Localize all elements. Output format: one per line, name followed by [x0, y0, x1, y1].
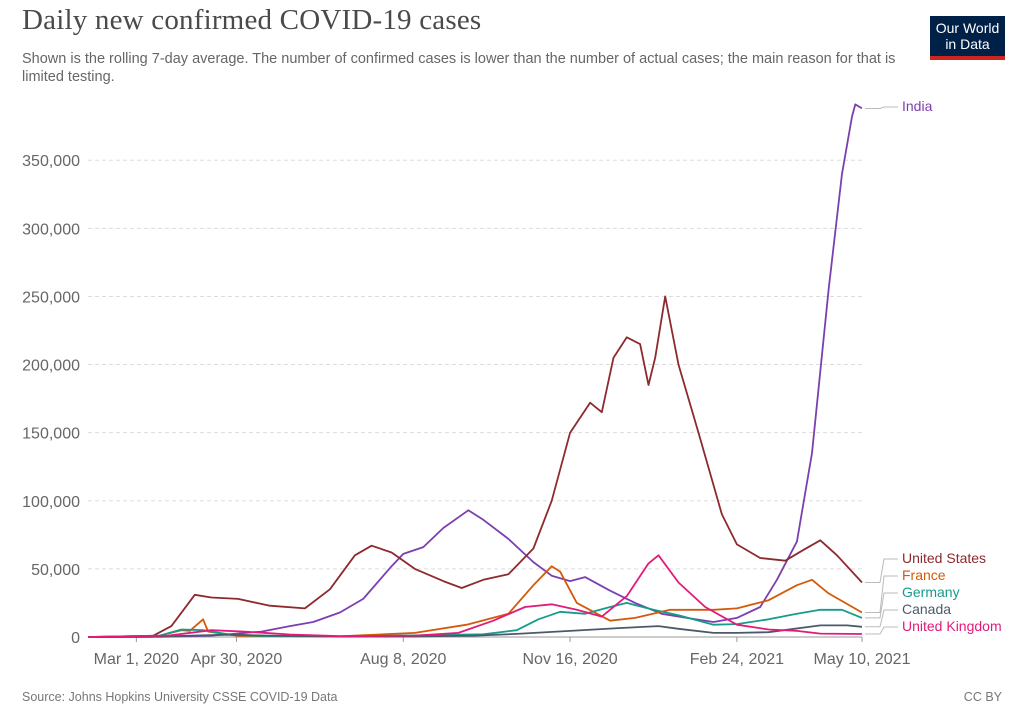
series-line[interactable]	[87, 103, 863, 638]
gridlines	[88, 159, 862, 638]
x-tick-label: Feb 24, 2021	[690, 651, 784, 668]
y-tick-label: 50,000	[31, 562, 80, 579]
y-tick-label: 200,000	[22, 358, 80, 375]
y-tick-label: 150,000	[22, 426, 80, 443]
chart-subtitle: Shown is the rolling 7-day average. The …	[22, 51, 896, 85]
x-tick-label: May 10, 2021	[814, 651, 911, 668]
series-line[interactable]	[87, 565, 863, 638]
label-connector	[865, 106, 898, 109]
label-connector	[865, 592, 898, 619]
y-tick-label: 350,000	[22, 153, 80, 170]
series-label[interactable]: United States	[902, 550, 986, 566]
series-label[interactable]: Germany	[902, 584, 960, 600]
series-line[interactable]	[87, 554, 863, 638]
y-tick-label: 0	[71, 630, 80, 647]
x-tick-label: Apr 30, 2020	[191, 651, 283, 668]
series-label[interactable]: Canada	[902, 601, 951, 617]
label-connector	[865, 575, 898, 613]
owid-logo[interactable]: Our World in Data	[930, 16, 1005, 60]
series-line[interactable]	[87, 602, 863, 638]
license-note[interactable]: CC BY	[963, 690, 1002, 704]
label-connector	[865, 626, 898, 635]
chart-title: Daily new confirmed COVID-19 cases	[22, 4, 482, 36]
series-lines	[87, 103, 863, 638]
series-labels: India United StatesFranceGermanyCanadaUni…	[865, 98, 1002, 635]
y-tick-label: 100,000	[22, 494, 80, 511]
logo-line-1: Our World	[935, 20, 1000, 36]
x-tick-label: Mar 1, 2020	[94, 651, 179, 668]
series-line[interactable]	[87, 624, 863, 638]
label-connector	[865, 609, 898, 628]
x-tick-label: Nov 16, 2020	[522, 651, 617, 668]
series-line[interactable]	[87, 295, 863, 638]
x-axis: Mar 1, 2020 Apr 30, 2020 Aug 8, 2020 Nov 16…	[94, 637, 911, 668]
logo-line-2: in Data	[945, 36, 990, 52]
label-connector	[865, 558, 898, 584]
logo-accent-bar	[930, 56, 1005, 60]
y-axis: 0 50,000 100,000 150,000 200,000 250,000 300,0…	[22, 153, 80, 647]
source-note[interactable]: Source: Johns Hopkins University CSSE CO…	[22, 690, 338, 704]
series-label[interactable]: United Kingdom	[902, 618, 1002, 634]
y-tick-label: 300,000	[22, 221, 80, 238]
series-label[interactable]: France	[902, 567, 946, 583]
series-label[interactable]: India	[902, 98, 933, 114]
x-tick-label: Aug 8, 2020	[360, 651, 446, 668]
y-tick-label: 250,000	[22, 289, 80, 306]
